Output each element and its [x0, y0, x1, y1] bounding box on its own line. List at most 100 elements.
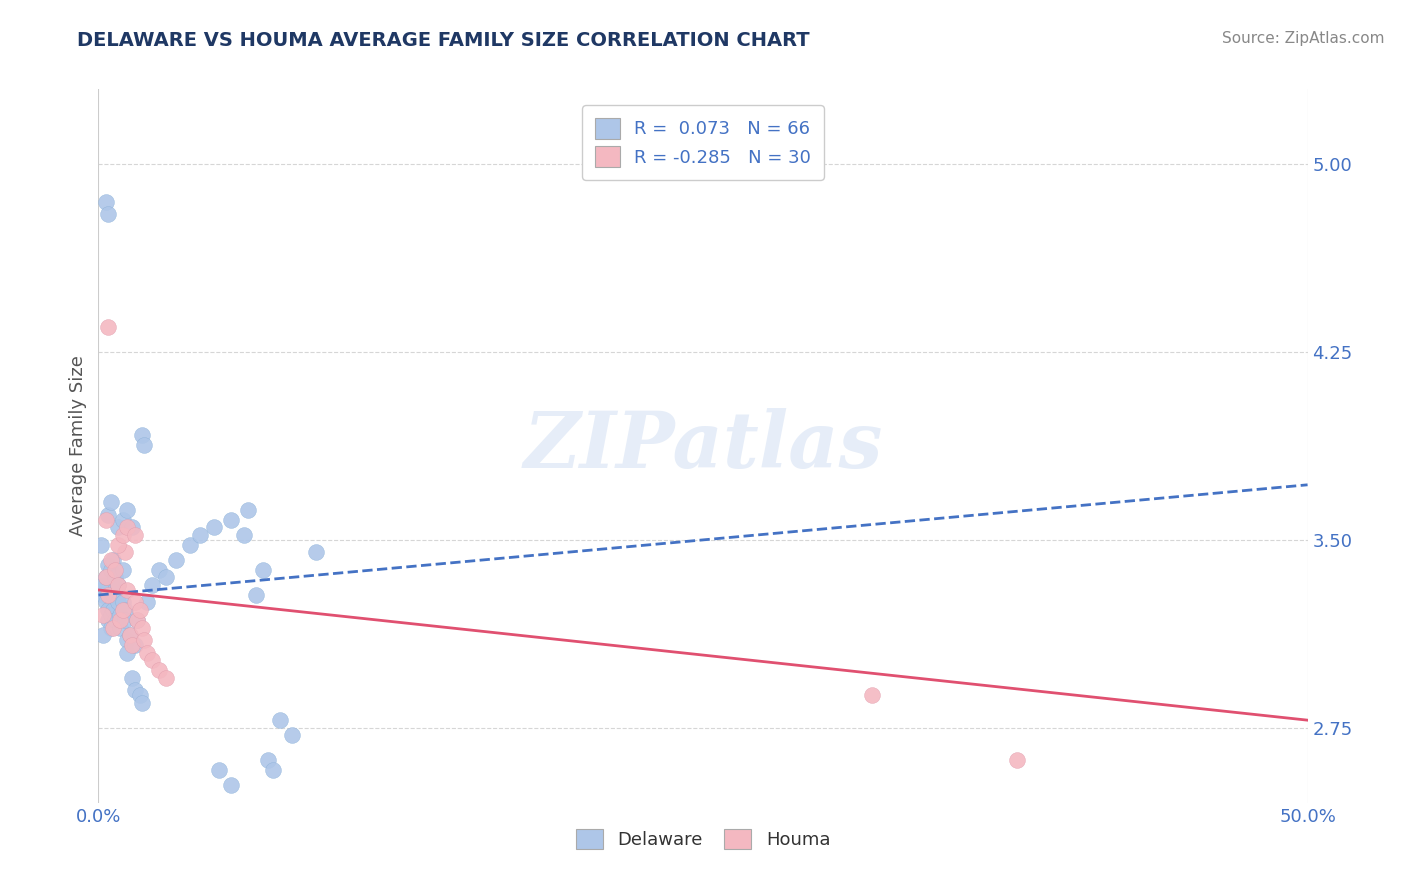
Point: [121, 520, 143, 534]
Point: [305, 545, 328, 559]
Point: [107, 538, 129, 552]
Point: [108, 621, 131, 635]
Point: [134, 633, 156, 648]
Point: [117, 503, 139, 517]
Point: [121, 671, 143, 685]
Point: [97, 613, 120, 627]
Point: [111, 513, 134, 527]
Point: [135, 646, 157, 660]
Point: [101, 553, 124, 567]
Point: [101, 603, 124, 617]
Point: [94, 570, 117, 584]
Point: [252, 563, 274, 577]
Point: [118, 628, 141, 642]
Text: DELAWARE VS HOUMA AVERAGE FAMILY SIZE CORRELATION CHART: DELAWARE VS HOUMA AVERAGE FAMILY SIZE CO…: [77, 31, 810, 50]
Point: [221, 513, 243, 527]
Point: [104, 613, 127, 627]
Point: [94, 513, 117, 527]
Point: [127, 613, 149, 627]
Point: [107, 595, 129, 609]
Point: [97, 558, 120, 572]
Point: [104, 582, 127, 597]
Point: [860, 688, 883, 702]
Point: [107, 578, 129, 592]
Point: [131, 696, 153, 710]
Point: [135, 595, 157, 609]
Point: [114, 545, 136, 559]
Point: [100, 621, 122, 635]
Point: [155, 671, 177, 685]
Point: [100, 563, 122, 577]
Point: [108, 607, 131, 622]
Point: [165, 553, 187, 567]
Point: [111, 528, 134, 542]
Point: [94, 595, 117, 609]
Point: [124, 683, 146, 698]
Point: [1007, 753, 1029, 767]
Point: [128, 688, 150, 702]
Point: [128, 603, 150, 617]
Point: [90, 538, 112, 552]
Point: [101, 621, 124, 635]
Text: ZIPatlas: ZIPatlas: [523, 408, 883, 484]
Point: [281, 728, 304, 742]
Point: [97, 320, 120, 334]
Point: [108, 613, 131, 627]
Point: [238, 503, 260, 517]
Point: [97, 508, 120, 522]
Point: [91, 628, 114, 642]
Point: [101, 588, 124, 602]
Legend: Delaware, Houma: Delaware, Houma: [567, 820, 839, 858]
Point: [117, 520, 139, 534]
Point: [232, 528, 254, 542]
Point: [94, 570, 117, 584]
Point: [104, 563, 127, 577]
Point: [91, 588, 114, 602]
Point: [262, 764, 284, 778]
Point: [141, 578, 163, 592]
Point: [100, 495, 122, 509]
Point: [107, 578, 129, 592]
Point: [155, 570, 177, 584]
Point: [97, 603, 120, 617]
Point: [111, 595, 134, 609]
Point: [221, 778, 243, 792]
Point: [208, 764, 231, 778]
Point: [90, 582, 112, 597]
Point: [124, 528, 146, 542]
Point: [91, 578, 114, 592]
Point: [131, 621, 153, 635]
Point: [91, 607, 114, 622]
Point: [104, 570, 127, 584]
Text: Source: ZipAtlas.com: Source: ZipAtlas.com: [1222, 31, 1385, 46]
Point: [118, 628, 141, 642]
Point: [148, 563, 170, 577]
Point: [114, 603, 136, 617]
Point: [127, 613, 149, 627]
Point: [111, 603, 134, 617]
Point: [117, 633, 139, 648]
Point: [131, 427, 153, 442]
Point: [188, 528, 211, 542]
Point: [204, 520, 226, 534]
Point: [97, 207, 120, 221]
Point: [134, 438, 156, 452]
Point: [141, 653, 163, 667]
Point: [94, 194, 117, 209]
Point: [256, 753, 278, 767]
Point: [114, 613, 136, 627]
Point: [124, 638, 146, 652]
Point: [179, 538, 201, 552]
Point: [148, 663, 170, 677]
Point: [269, 713, 291, 727]
Point: [100, 553, 122, 567]
Point: [245, 588, 267, 602]
Point: [117, 582, 139, 597]
Point: [117, 646, 139, 660]
Y-axis label: Average Family Size: Average Family Size: [69, 356, 87, 536]
Point: [124, 595, 146, 609]
Point: [97, 588, 120, 602]
Point: [111, 563, 134, 577]
Point: [107, 520, 129, 534]
Point: [100, 607, 122, 622]
